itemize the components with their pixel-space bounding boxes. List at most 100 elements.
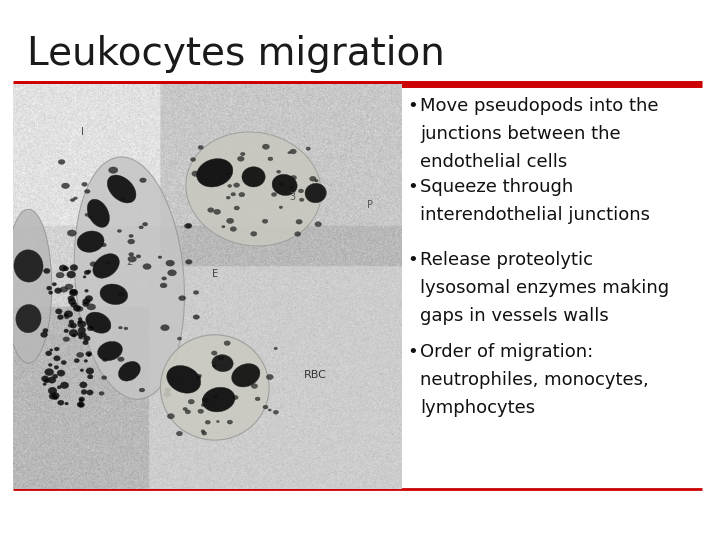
Ellipse shape bbox=[197, 374, 202, 377]
Ellipse shape bbox=[228, 184, 232, 187]
Ellipse shape bbox=[208, 163, 212, 166]
Ellipse shape bbox=[296, 219, 302, 224]
Ellipse shape bbox=[42, 328, 48, 333]
Ellipse shape bbox=[84, 360, 88, 362]
Ellipse shape bbox=[161, 335, 269, 440]
Ellipse shape bbox=[274, 410, 279, 414]
Ellipse shape bbox=[42, 376, 49, 382]
Ellipse shape bbox=[143, 264, 151, 269]
Ellipse shape bbox=[238, 156, 244, 161]
Ellipse shape bbox=[197, 159, 233, 187]
Text: I: I bbox=[81, 127, 84, 137]
Ellipse shape bbox=[201, 430, 205, 433]
Ellipse shape bbox=[71, 199, 75, 201]
Ellipse shape bbox=[195, 376, 201, 380]
Ellipse shape bbox=[136, 255, 141, 258]
Ellipse shape bbox=[84, 271, 90, 275]
Ellipse shape bbox=[90, 262, 96, 266]
Ellipse shape bbox=[87, 304, 96, 310]
Ellipse shape bbox=[99, 392, 104, 395]
Ellipse shape bbox=[45, 351, 52, 356]
Ellipse shape bbox=[117, 292, 125, 296]
Text: Move pseudopods into the: Move pseudopods into the bbox=[420, 97, 658, 115]
Ellipse shape bbox=[83, 299, 90, 305]
Ellipse shape bbox=[60, 382, 68, 389]
Ellipse shape bbox=[78, 327, 86, 333]
Ellipse shape bbox=[168, 270, 176, 276]
Text: •: • bbox=[407, 343, 418, 361]
Ellipse shape bbox=[227, 218, 234, 224]
Ellipse shape bbox=[198, 409, 204, 414]
Ellipse shape bbox=[69, 289, 78, 296]
Ellipse shape bbox=[68, 323, 73, 327]
Ellipse shape bbox=[242, 167, 265, 187]
Ellipse shape bbox=[80, 382, 87, 388]
Ellipse shape bbox=[186, 260, 192, 264]
Text: Leukocytes migration: Leukocytes migration bbox=[27, 35, 445, 73]
Text: 2: 2 bbox=[126, 257, 132, 267]
Ellipse shape bbox=[269, 409, 271, 411]
Ellipse shape bbox=[294, 232, 301, 236]
Ellipse shape bbox=[100, 284, 127, 305]
Ellipse shape bbox=[70, 265, 78, 271]
Ellipse shape bbox=[101, 243, 107, 247]
Ellipse shape bbox=[76, 353, 84, 357]
Ellipse shape bbox=[300, 198, 304, 201]
Text: •: • bbox=[407, 178, 418, 196]
Ellipse shape bbox=[222, 226, 225, 228]
Text: Release proteolytic: Release proteolytic bbox=[420, 251, 593, 269]
Ellipse shape bbox=[81, 333, 86, 337]
Ellipse shape bbox=[64, 329, 68, 333]
Ellipse shape bbox=[83, 276, 86, 278]
Ellipse shape bbox=[73, 197, 77, 200]
Text: RBC: RBC bbox=[305, 370, 327, 380]
Ellipse shape bbox=[158, 256, 162, 259]
Ellipse shape bbox=[214, 209, 220, 214]
Ellipse shape bbox=[102, 376, 107, 380]
Ellipse shape bbox=[298, 189, 304, 193]
Ellipse shape bbox=[77, 332, 82, 336]
Ellipse shape bbox=[102, 357, 108, 361]
Text: Squeeze through: Squeeze through bbox=[420, 178, 573, 196]
Ellipse shape bbox=[61, 360, 66, 364]
Ellipse shape bbox=[251, 232, 257, 236]
Ellipse shape bbox=[65, 402, 68, 405]
Ellipse shape bbox=[310, 177, 316, 181]
Ellipse shape bbox=[163, 392, 171, 397]
Ellipse shape bbox=[186, 132, 321, 246]
Ellipse shape bbox=[183, 407, 187, 410]
Ellipse shape bbox=[128, 256, 136, 262]
Ellipse shape bbox=[57, 370, 65, 376]
Ellipse shape bbox=[87, 199, 109, 227]
Ellipse shape bbox=[80, 369, 84, 372]
Ellipse shape bbox=[87, 326, 94, 330]
Ellipse shape bbox=[63, 337, 70, 341]
Ellipse shape bbox=[68, 299, 76, 305]
Ellipse shape bbox=[48, 363, 52, 367]
Ellipse shape bbox=[186, 224, 192, 228]
Ellipse shape bbox=[230, 227, 236, 231]
Ellipse shape bbox=[232, 363, 260, 387]
Ellipse shape bbox=[88, 353, 91, 356]
Ellipse shape bbox=[201, 403, 205, 407]
Ellipse shape bbox=[305, 183, 326, 203]
Ellipse shape bbox=[109, 167, 118, 173]
Ellipse shape bbox=[170, 375, 178, 381]
Ellipse shape bbox=[140, 178, 146, 183]
Text: lymphocytes: lymphocytes bbox=[420, 399, 535, 417]
Ellipse shape bbox=[139, 226, 143, 229]
Ellipse shape bbox=[14, 250, 43, 282]
Ellipse shape bbox=[239, 192, 245, 197]
Ellipse shape bbox=[306, 147, 310, 150]
Ellipse shape bbox=[81, 389, 87, 394]
Ellipse shape bbox=[279, 182, 285, 186]
Ellipse shape bbox=[228, 420, 233, 424]
Ellipse shape bbox=[224, 341, 230, 346]
Ellipse shape bbox=[143, 222, 148, 226]
Ellipse shape bbox=[58, 160, 65, 164]
Ellipse shape bbox=[84, 190, 90, 193]
Ellipse shape bbox=[161, 325, 169, 330]
Ellipse shape bbox=[78, 335, 83, 339]
Ellipse shape bbox=[83, 340, 89, 345]
Ellipse shape bbox=[185, 410, 191, 414]
